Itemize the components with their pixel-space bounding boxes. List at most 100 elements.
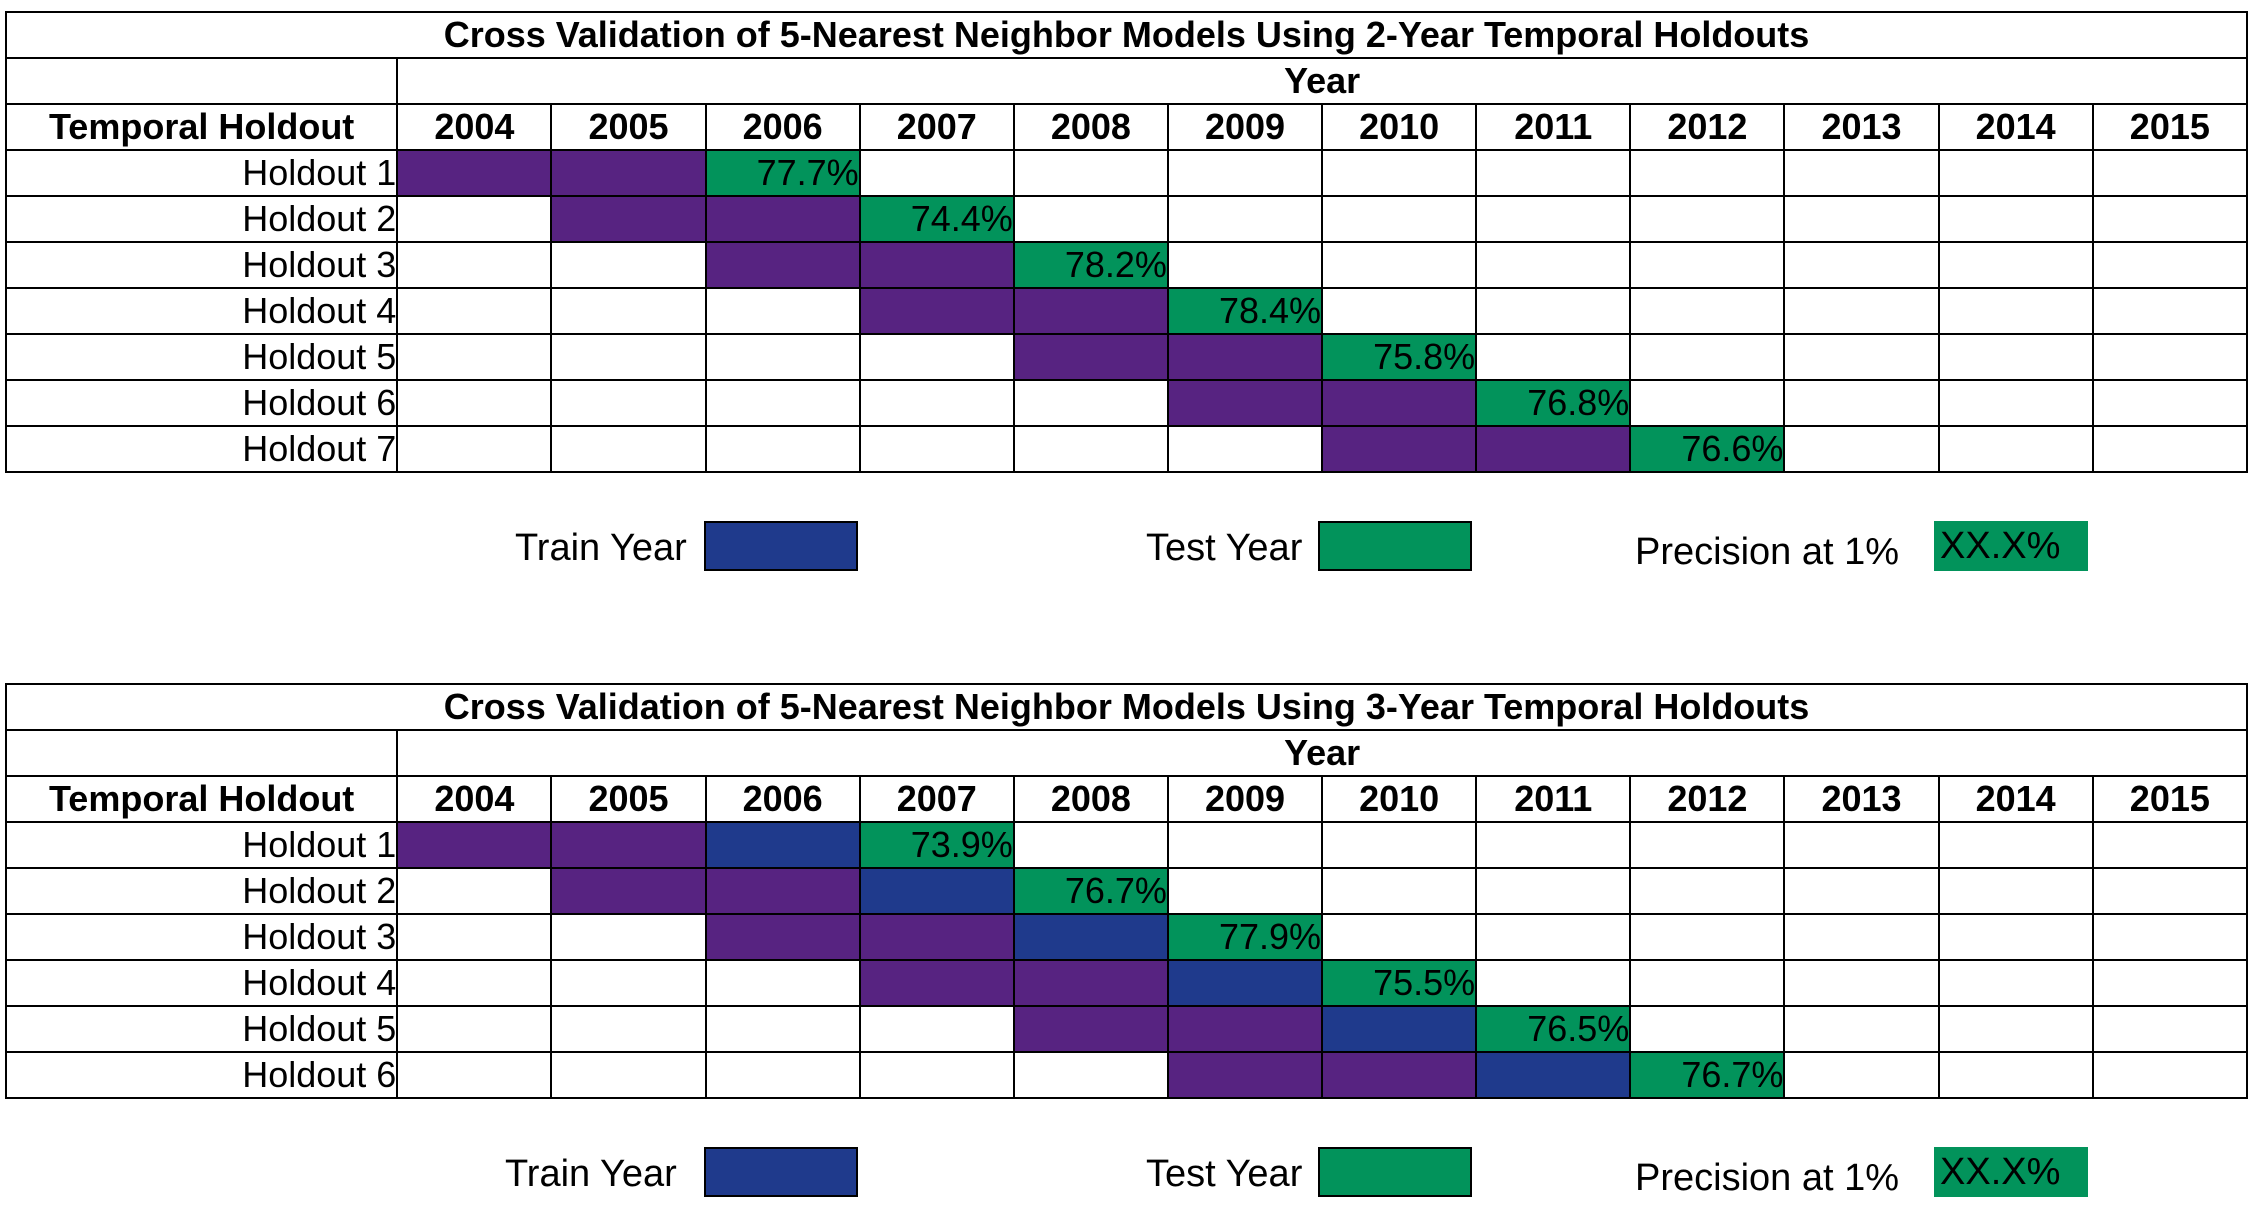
train-year-cell [1012, 287, 1169, 335]
train-year-cell [1321, 425, 1478, 473]
empty-cell [1783, 425, 1940, 473]
empty-cell [704, 379, 861, 427]
year-header-2009: 2009 [1166, 103, 1324, 151]
empty-cell [1783, 959, 1940, 1007]
empty-cell [1937, 287, 2094, 335]
test-year-cell: 77.9% [1166, 913, 1324, 961]
year-header-2013: 2013 [1783, 775, 1940, 823]
empty-cell [396, 241, 553, 289]
train-year-cell [858, 241, 1015, 289]
empty-cell [396, 425, 553, 473]
empty-cell [1475, 867, 1632, 915]
year-group-header: Year [396, 57, 2248, 105]
year-header-2007: 2007 [858, 103, 1015, 151]
legend-train-label: Train Year [505, 1153, 677, 1195]
empty-cell [1783, 379, 1940, 427]
legend-train-label: Train Year [515, 527, 687, 569]
empty-cell [1629, 867, 1786, 915]
year-header-2004: 2004 [396, 775, 553, 823]
row-header-label: Temporal Holdout [4, 775, 399, 823]
empty-cell [396, 287, 553, 335]
empty-cell [1629, 333, 1786, 381]
table-title: Cross Validation of 5-Nearest Neighbor M… [5, 683, 2248, 731]
empty-cell [1783, 149, 1940, 197]
table-row: Holdout 5 75.8% [4, 333, 2249, 381]
empty-cell [1321, 195, 1478, 243]
empty-cell [550, 1051, 707, 1099]
test-year-cell: 74.4% [858, 195, 1015, 243]
table-row: Holdout 4 75.5% [4, 959, 2249, 1007]
holdout-label: Holdout 6 [4, 379, 399, 427]
legend-precision-label: Precision at 1% [1635, 1157, 1900, 1199]
empty-cell [2091, 379, 2249, 427]
empty-cell [1475, 913, 1632, 961]
empty-cell [396, 1005, 553, 1053]
empty-cell [2091, 149, 2249, 197]
empty-cell [1783, 913, 1940, 961]
year-header-2006: 2006 [704, 103, 861, 151]
holdout-label: Holdout 3 [4, 913, 399, 961]
empty-cell [1629, 1005, 1786, 1053]
empty-cell [396, 913, 553, 961]
train-year-cell [550, 867, 707, 915]
year-header-2008: 2008 [1012, 775, 1169, 823]
legend-precision-swatch: XX.X% [1934, 1147, 2088, 1197]
empty-cell [1783, 1005, 1940, 1053]
holdout-label: Holdout 3 [4, 241, 399, 289]
train-year-cell [1321, 1005, 1478, 1053]
test-year-cell: 76.5% [1475, 1005, 1632, 1053]
year-header-2010: 2010 [1321, 775, 1478, 823]
table-title: Cross Validation of 5-Nearest Neighbor M… [5, 11, 2248, 59]
year-header-2015: 2015 [2091, 103, 2249, 151]
empty-cell [1321, 867, 1478, 915]
train-year-cell [704, 821, 861, 869]
empty-cell [396, 959, 553, 1007]
empty-cell [1629, 241, 1786, 289]
train-year-cell [1166, 959, 1324, 1007]
holdout-label: Holdout 1 [4, 821, 399, 869]
empty-cell [1937, 913, 2094, 961]
empty-cell [1783, 195, 1940, 243]
blank-corner-cell [4, 57, 399, 105]
train-year-cell [1166, 1005, 1324, 1053]
empty-cell [858, 1005, 1015, 1053]
three-year-legend: Train Year Test Year Precision at 1% XX.… [5, 1143, 2248, 1205]
train-year-cell [858, 959, 1015, 1007]
empty-cell [1321, 913, 1478, 961]
legend-test-swatch [1318, 521, 1472, 571]
year-header-row: Temporal Holdout 2004 2005 2006 2007 2008 2009… [4, 103, 2249, 151]
year-header-2014: 2014 [1937, 103, 2094, 151]
empty-cell [1783, 241, 1940, 289]
empty-cell [858, 149, 1015, 197]
empty-cell [396, 379, 553, 427]
empty-cell [2091, 959, 2249, 1007]
test-year-cell: 76.7% [1629, 1051, 1786, 1099]
train-year-cell [858, 287, 1015, 335]
train-year-cell [704, 913, 861, 961]
empty-cell [704, 1051, 861, 1099]
empty-cell [550, 425, 707, 473]
legend-test-label: Test Year [1146, 527, 1303, 569]
empty-cell [1783, 867, 1940, 915]
empty-cell [1475, 241, 1632, 289]
train-year-cell [1475, 1051, 1632, 1099]
empty-cell [1012, 195, 1169, 243]
empty-cell [396, 333, 553, 381]
empty-cell [1629, 913, 1786, 961]
year-header-2012: 2012 [1629, 103, 1786, 151]
empty-cell [1937, 1005, 2094, 1053]
empty-cell [550, 287, 707, 335]
two-year-legend: Train Year Test Year Precision at 1% XX.… [5, 517, 2248, 579]
train-year-cell [1321, 1051, 1478, 1099]
train-year-cell [1475, 425, 1632, 473]
year-header-2014: 2014 [1937, 775, 2094, 823]
train-year-cell [1012, 913, 1169, 961]
table-row: Holdout 1 73.9% [4, 821, 2249, 869]
table-row: Holdout 4 78.4% [4, 287, 2249, 335]
train-year-cell [1166, 379, 1324, 427]
table-title-row: Cross Validation of 5-Nearest Neighbor M… [5, 683, 2248, 731]
empty-cell [1783, 821, 1940, 869]
empty-cell [550, 379, 707, 427]
empty-cell [2091, 241, 2249, 289]
year-header-2006: 2006 [704, 775, 861, 823]
